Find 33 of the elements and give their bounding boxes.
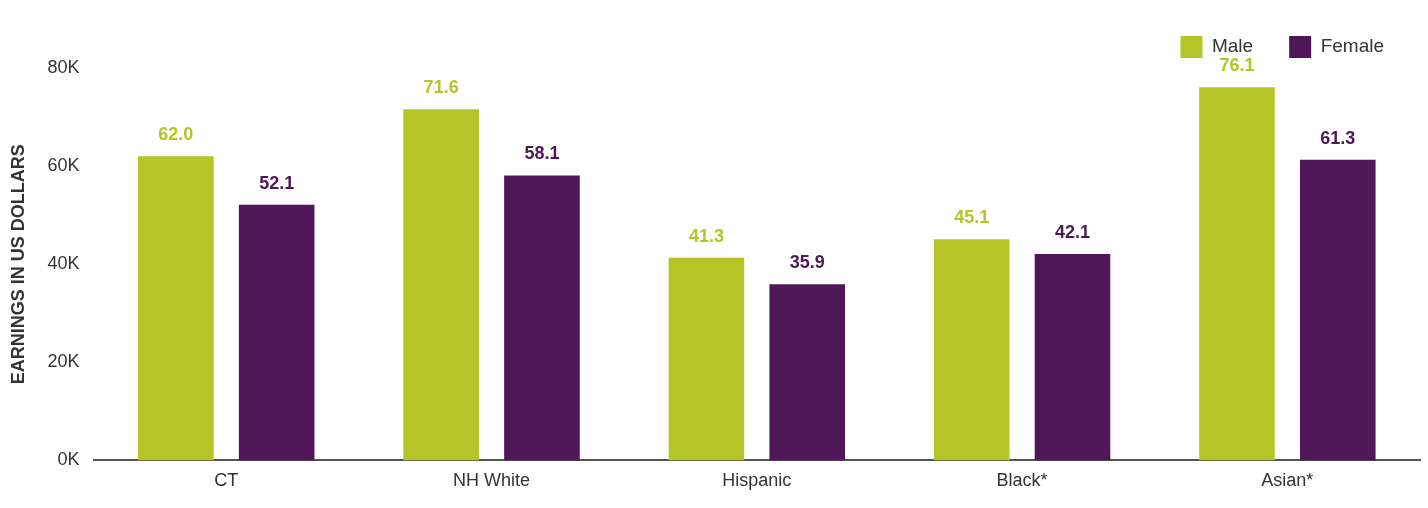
data-label: 41.3: [688, 225, 724, 246]
y-tick-label: 20K: [47, 351, 80, 372]
y-tick-label: 60K: [47, 155, 80, 176]
x-tick-label: Asian*: [1261, 470, 1314, 491]
y-tick-label: 0K: [57, 449, 80, 470]
data-label: 71.6: [423, 77, 459, 98]
data-label: 45.1: [954, 207, 990, 228]
legend-label: Male: [1211, 35, 1254, 57]
y-tick-label: 80K: [47, 56, 80, 77]
bar: [1299, 159, 1376, 461]
legend-label: Female: [1320, 35, 1384, 57]
data-label: 58.1: [524, 143, 560, 164]
bar: [769, 284, 846, 461]
data-label: 61.3: [1320, 127, 1356, 148]
bar: [403, 109, 479, 461]
bar: [138, 156, 214, 461]
x-tick-label: Black*: [996, 470, 1048, 491]
bar: [238, 204, 315, 461]
data-label: 76.1: [1219, 55, 1255, 76]
data-label: 52.1: [259, 172, 295, 193]
x-tick-label: Hispanic: [722, 470, 792, 491]
bar: [1199, 87, 1275, 461]
y-axis-title: EARNINGS IN US DOLLARS: [7, 144, 28, 385]
x-tick-label: CT: [214, 470, 239, 491]
data-label: 42.1: [1054, 221, 1091, 242]
bar: [504, 175, 580, 461]
bar: [933, 239, 1010, 461]
data-label: 62.0: [158, 124, 194, 145]
x-tick-label: NH White: [453, 470, 531, 491]
data-label: 35.9: [789, 252, 825, 273]
y-tick-label: 40K: [47, 253, 80, 274]
bar: [1034, 253, 1111, 461]
bar: [668, 257, 745, 461]
